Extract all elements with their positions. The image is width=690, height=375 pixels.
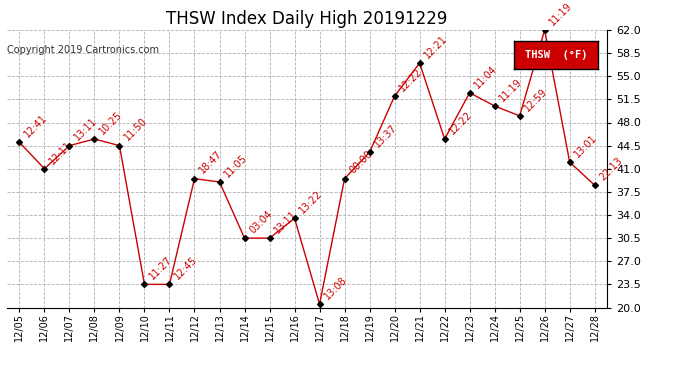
- Text: 10:25: 10:25: [97, 110, 124, 136]
- Text: 12:21: 12:21: [422, 33, 449, 60]
- Text: 12:45: 12:45: [172, 255, 199, 282]
- Text: 13:11: 13:11: [72, 116, 99, 143]
- Text: 12:22: 12:22: [397, 66, 424, 93]
- Title: THSW Index Daily High 20191229: THSW Index Daily High 20191229: [166, 10, 448, 28]
- Text: 03:04: 03:04: [247, 209, 274, 236]
- Text: 18:47: 18:47: [197, 149, 224, 176]
- Text: 13:22: 13:22: [297, 189, 324, 216]
- Text: 13:01: 13:01: [573, 133, 599, 159]
- Text: 11:27: 11:27: [147, 255, 174, 282]
- Text: 12:22: 12:22: [447, 109, 474, 136]
- Text: Copyright 2019 Cartronics.com: Copyright 2019 Cartronics.com: [7, 45, 159, 55]
- Text: 12:11: 12:11: [47, 139, 74, 166]
- Text: 11:19: 11:19: [547, 0, 574, 27]
- Text: 12:41: 12:41: [22, 113, 49, 140]
- Text: 11:19: 11:19: [497, 76, 524, 103]
- Text: 11:04: 11:04: [473, 63, 499, 90]
- Text: 13:37: 13:37: [373, 123, 399, 150]
- Text: 22:13: 22:13: [598, 156, 624, 183]
- Text: 13:11: 13:11: [273, 209, 299, 236]
- Text: 13:08: 13:08: [322, 275, 349, 302]
- Text: 00:00: 00:00: [347, 149, 374, 176]
- Text: 12:59: 12:59: [522, 86, 549, 113]
- Text: 11:05: 11:05: [222, 152, 249, 179]
- Text: 11:50: 11:50: [122, 116, 149, 143]
